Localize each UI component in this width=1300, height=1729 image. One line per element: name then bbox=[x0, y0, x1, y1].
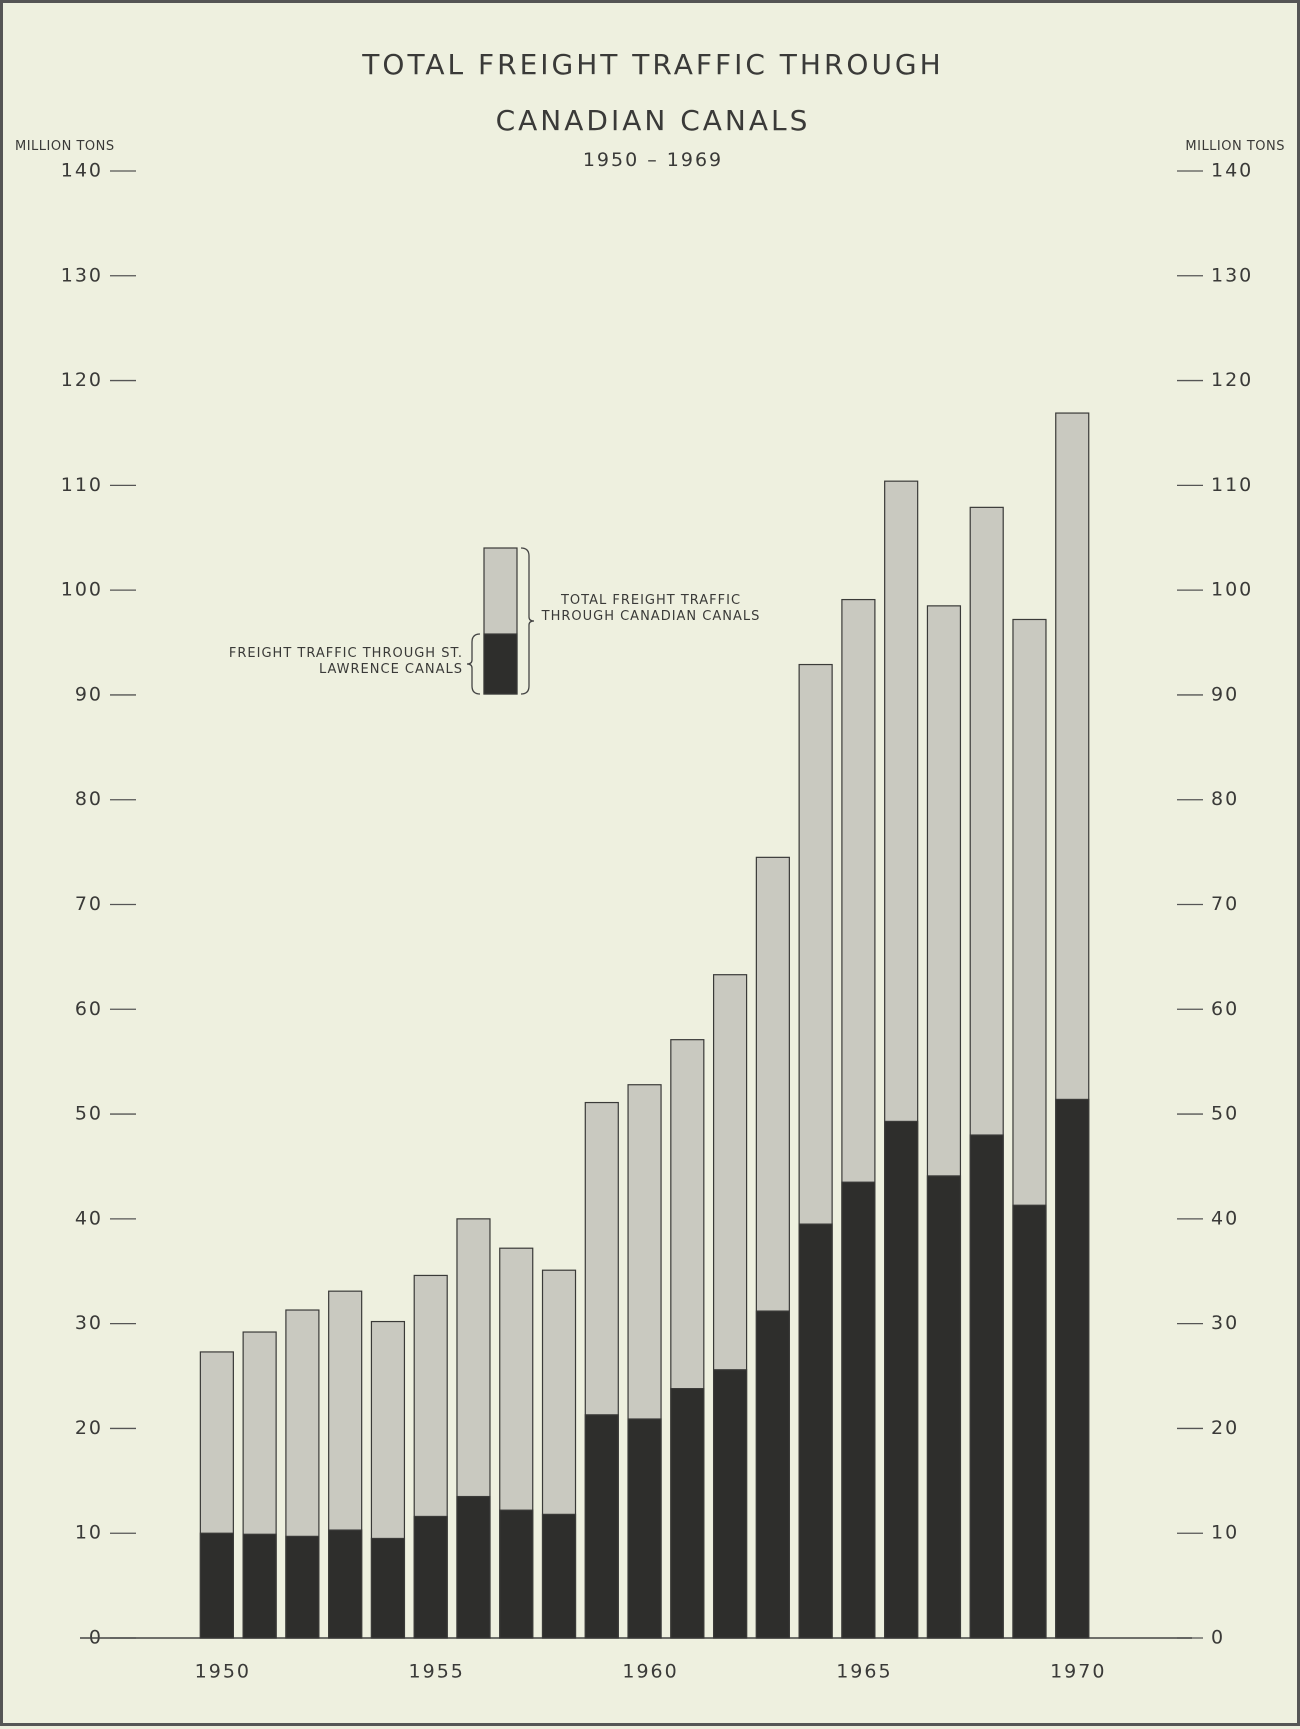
bar bbox=[413, 1515, 448, 1639]
y-tick-label: 30 bbox=[75, 1312, 103, 1334]
y2-tick-label: 40 bbox=[1211, 1207, 1239, 1229]
x-tick-label: 1960 bbox=[622, 1661, 678, 1683]
y2-tick-label: 90 bbox=[1211, 683, 1239, 705]
y-tick-label: 80 bbox=[75, 788, 103, 810]
y2-tick-label: 20 bbox=[1211, 1417, 1239, 1439]
y-tick-label: 120 bbox=[61, 369, 103, 391]
bar bbox=[755, 1310, 790, 1639]
legend-label: TOTAL FREIGHT TRAFFIC THROUGH CANADIAN C… bbox=[541, 593, 761, 624]
y2-tick-label: 140 bbox=[1211, 160, 1253, 182]
y2-tick-label: 30 bbox=[1211, 1312, 1239, 1334]
bar bbox=[584, 1414, 619, 1639]
chart-title: TOTAL FREIGHT TRAFFIC THROUGH CANADIAN C… bbox=[362, 48, 944, 137]
chart-subtitle: 1950 – 1969 bbox=[582, 149, 724, 171]
legend-swatch bbox=[483, 633, 518, 695]
bar bbox=[370, 1537, 406, 1639]
y2-tick-label: 130 bbox=[1211, 264, 1253, 286]
bar bbox=[456, 1495, 491, 1639]
y-tick-label: 60 bbox=[75, 998, 103, 1020]
plot: 0102030405060708090100110120130140010203… bbox=[61, 160, 1253, 1683]
bar bbox=[884, 1120, 919, 1639]
bar bbox=[841, 1181, 876, 1639]
y2-tick-label: 120 bbox=[1211, 369, 1253, 391]
bar bbox=[242, 1533, 277, 1639]
y2-tick-label: 110 bbox=[1211, 474, 1253, 496]
bar bbox=[499, 1509, 534, 1639]
x-tick-label: 1950 bbox=[195, 1661, 251, 1683]
bar bbox=[627, 1418, 662, 1639]
bar bbox=[926, 1175, 962, 1639]
legend-brace bbox=[520, 547, 535, 695]
y2-axis-label: MILLION TONS bbox=[1185, 139, 1285, 154]
y2-tick-label: 50 bbox=[1211, 1103, 1239, 1125]
bar bbox=[1012, 1204, 1047, 1639]
y-tick-label: 110 bbox=[61, 474, 103, 496]
legend-brace bbox=[466, 633, 481, 695]
bar bbox=[969, 1134, 1004, 1639]
bar bbox=[285, 1535, 320, 1639]
bar bbox=[712, 1369, 748, 1639]
y-tick-label: 20 bbox=[75, 1417, 103, 1439]
y2-tick-label: 0 bbox=[1211, 1627, 1225, 1649]
y2-tick-label: 60 bbox=[1211, 998, 1239, 1020]
y-axis-label: MILLION TONS bbox=[15, 139, 115, 154]
legend-label: FREIGHT TRAFFIC THROUGH ST. LAWRENCE CAN… bbox=[228, 646, 463, 677]
bar bbox=[541, 1513, 577, 1639]
y-tick-label: 130 bbox=[61, 264, 103, 286]
bar bbox=[798, 1223, 833, 1639]
y2-tick-label: 70 bbox=[1211, 893, 1239, 915]
bar bbox=[328, 1529, 363, 1639]
y-tick-label: 70 bbox=[75, 893, 103, 915]
y-tick-label: 10 bbox=[75, 1522, 103, 1544]
y-tick-label: 100 bbox=[61, 579, 103, 601]
y-tick-label: 90 bbox=[75, 683, 103, 705]
y-tick-label: 50 bbox=[75, 1103, 103, 1125]
bar bbox=[199, 1532, 234, 1639]
x-tick-label: 1955 bbox=[409, 1661, 465, 1683]
bar bbox=[670, 1388, 705, 1639]
y2-tick-label: 80 bbox=[1211, 788, 1239, 810]
x-tick-label: 1965 bbox=[836, 1661, 892, 1683]
y2-tick-label: 100 bbox=[1211, 579, 1253, 601]
y-tick-label: 140 bbox=[61, 160, 103, 182]
y-tick-label: 40 bbox=[75, 1207, 103, 1229]
x-tick-label: 1970 bbox=[1050, 1661, 1106, 1683]
y2-tick-label: 10 bbox=[1211, 1522, 1239, 1544]
bar bbox=[1055, 1098, 1090, 1639]
